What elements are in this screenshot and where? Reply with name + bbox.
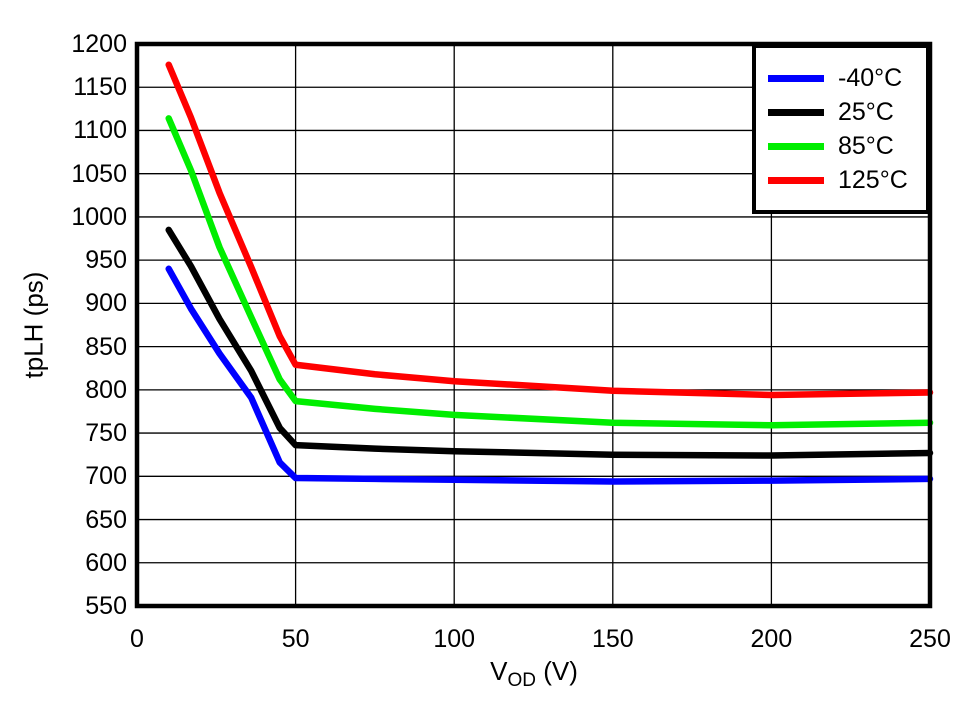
legend-label: -40°C [838, 63, 903, 92]
x-tick-label-150: 150 [591, 625, 634, 653]
x-tick-label-200: 200 [750, 625, 793, 653]
curve-series-2 [165, 115, 934, 429]
x-tick-label-50: 50 [281, 625, 310, 653]
y-tick-label-1000: 1000 [71, 202, 127, 231]
legend-swatch-icon [768, 74, 824, 82]
y-tick-label-550: 550 [85, 592, 127, 620]
x-tick-label-100: 100 [433, 625, 476, 653]
y-tick-label-800: 800 [85, 375, 127, 404]
x-axis-title-subscript: OD [507, 670, 536, 692]
y-tick-label-1100: 1100 [73, 116, 127, 145]
plot-border [134, 41, 933, 609]
y-tick-label-600: 600 [85, 548, 127, 577]
legend-item-2: 85°C [768, 131, 926, 160]
y-tick-label-850: 850 [85, 332, 127, 361]
curve-series-3 [165, 61, 934, 399]
legend-item-0: -40°C [768, 63, 926, 92]
legend-label: 85°C [838, 131, 894, 160]
x-axis-title-main: V [490, 656, 508, 686]
x-tick-label-0: 0 [130, 625, 144, 653]
legend-swatch-icon [768, 108, 824, 116]
y-tick-label-900: 900 [85, 289, 127, 318]
y-tick-label-650: 650 [85, 505, 127, 534]
y-tick-label-1050: 1050 [71, 159, 127, 188]
x-axis-title-unit: (V) [535, 656, 578, 686]
legend-label: 25°C [838, 97, 894, 126]
y-tick-label-1150: 1150 [73, 73, 127, 102]
y-tick-label-1200: 1200 [71, 30, 127, 58]
y-tick-label-950: 950 [85, 246, 127, 275]
legend-label: 125°C [838, 165, 908, 194]
legend-swatch-icon [768, 142, 824, 150]
y-tick-label-700: 700 [85, 462, 127, 491]
y-axis-title: tpLH (ps) [18, 271, 49, 379]
legend-swatch-icon [768, 176, 824, 184]
legend-item-1: 25°C [768, 97, 926, 126]
legend-item-3: 125°C [768, 165, 926, 194]
curve-series-0 [165, 265, 934, 485]
legend: -40°C 25°C 85°C 125°C [752, 44, 930, 214]
x-axis-title: VOD (V) [490, 656, 578, 690]
x-tick-label-250: 250 [909, 625, 951, 653]
y-tick-label-750: 750 [85, 419, 127, 448]
curve-series-1 [165, 226, 934, 459]
